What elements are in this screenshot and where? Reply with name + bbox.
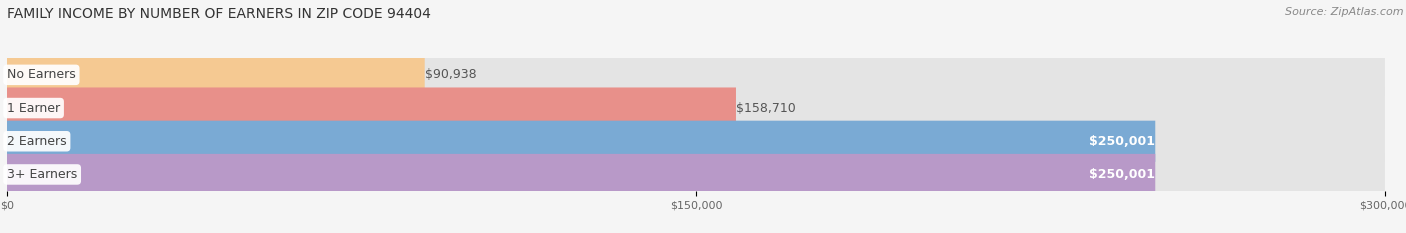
FancyBboxPatch shape	[7, 54, 1385, 96]
FancyBboxPatch shape	[7, 154, 1385, 195]
FancyBboxPatch shape	[7, 87, 1385, 129]
Text: FAMILY INCOME BY NUMBER OF EARNERS IN ZIP CODE 94404: FAMILY INCOME BY NUMBER OF EARNERS IN ZI…	[7, 7, 430, 21]
FancyBboxPatch shape	[7, 121, 1385, 162]
Text: Source: ZipAtlas.com: Source: ZipAtlas.com	[1285, 7, 1403, 17]
FancyBboxPatch shape	[7, 154, 1156, 195]
Text: $250,001: $250,001	[1090, 135, 1156, 148]
Text: 1 Earner: 1 Earner	[7, 102, 60, 115]
Text: $90,938: $90,938	[425, 68, 477, 81]
Text: 3+ Earners: 3+ Earners	[7, 168, 77, 181]
Text: $250,001: $250,001	[1090, 168, 1156, 181]
Text: No Earners: No Earners	[7, 68, 76, 81]
Text: $158,710: $158,710	[735, 102, 796, 115]
FancyBboxPatch shape	[7, 54, 425, 96]
FancyBboxPatch shape	[7, 121, 1156, 162]
FancyBboxPatch shape	[7, 87, 735, 129]
Text: 2 Earners: 2 Earners	[7, 135, 66, 148]
